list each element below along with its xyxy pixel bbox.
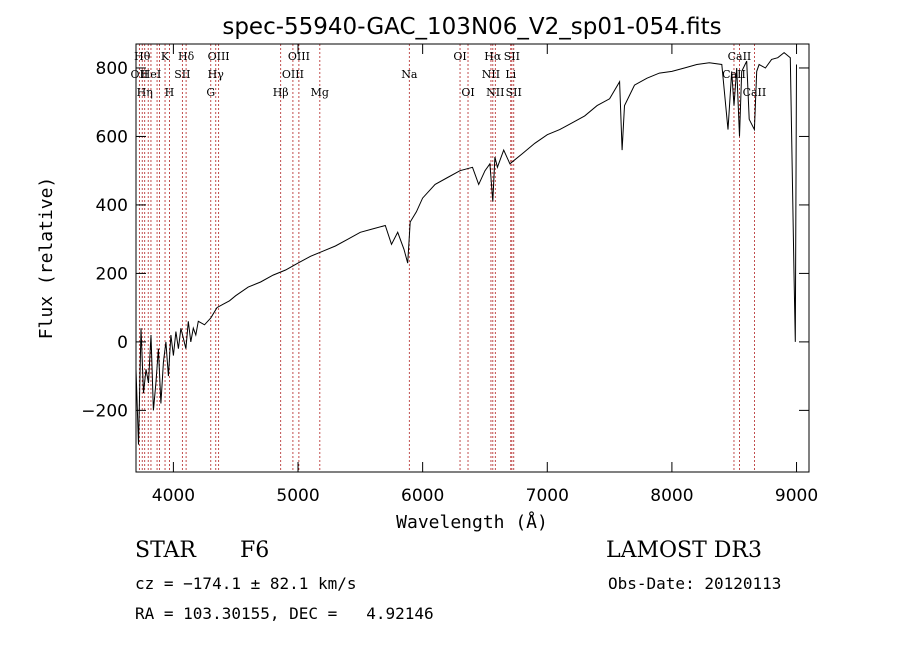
line-marker-label: K [161, 50, 170, 63]
plot-frame [135, 43, 810, 473]
x-tick-label: 9000 [775, 486, 818, 506]
chart-title: spec-55940-GAC_103N06_V2_sp01-054.fits [222, 14, 721, 40]
coordinates: RA = 103.30155, DEC = 4.92146 [135, 604, 434, 623]
x-tick-label: 6000 [401, 486, 444, 506]
line-marker-label: SII [174, 68, 190, 81]
spectral-subclass: F6 [240, 538, 270, 563]
line-marker-label: OIII [282, 68, 304, 81]
spectrum-line [135, 51, 797, 445]
line-marker-label: Hα [484, 50, 502, 63]
y-tick-label: −200 [81, 401, 128, 421]
y-tick-label: 0 [117, 333, 128, 353]
line-marker-label: Hθ [134, 50, 151, 63]
y-tick-label: 400 [96, 196, 128, 216]
y-tick-label: 200 [96, 264, 128, 284]
line-marker-label: HeI [141, 68, 161, 81]
line-marker-label: CaII [743, 86, 767, 99]
x-axis: 4000 5000 6000 7000 8000 9000 [152, 44, 818, 506]
line-marker-label: OI [453, 50, 466, 63]
x-tick-label: 5000 [276, 486, 319, 506]
line-marker-label: SII [504, 50, 520, 63]
survey-label: LAMOST DR3 [606, 538, 762, 563]
line-marker-label: Mg [311, 86, 329, 99]
line-marker-label: NII [486, 86, 504, 99]
line-marker-label: OII [131, 68, 149, 81]
y-tick-label: 600 [96, 127, 128, 147]
line-marker-label: OIII [208, 50, 230, 63]
line-marker-label: OI [461, 86, 474, 99]
line-marker-label: G [206, 86, 215, 99]
line-marker-label: Hγ [208, 68, 225, 81]
redshift-velocity: cz = −174.1 ± 82.1 km/s [135, 574, 357, 593]
line-marker-label: CaII [728, 50, 752, 63]
x-tick-label: 7000 [526, 486, 569, 506]
y-axis-label: Flux (relative) [36, 177, 57, 340]
y-axis: −200 0 200 400 600 800 [81, 59, 809, 421]
line-markers [138, 44, 755, 472]
y-tick-label: 800 [96, 59, 128, 79]
line-marker-label: Na [401, 68, 418, 81]
line-marker-label: Li [505, 68, 516, 81]
line-marker-label: Hβ [273, 86, 289, 99]
line-marker-label: OIII [288, 50, 310, 63]
line-marker-label: CaII [722, 68, 746, 81]
line-marker-label: NII [482, 68, 500, 81]
line-marker-label: Hη [137, 86, 153, 99]
x-axis-label: Wavelength (Å) [396, 511, 548, 533]
object-class: STAR [135, 538, 196, 563]
observation-date: Obs-Date: 20120113 [608, 574, 782, 593]
x-tick-label: 4000 [152, 486, 195, 506]
x-tick-label: 8000 [650, 486, 693, 506]
line-marker-label: H [165, 86, 175, 99]
line-marker-label: Hδ [178, 50, 195, 63]
line-marker-label: SII [506, 86, 522, 99]
